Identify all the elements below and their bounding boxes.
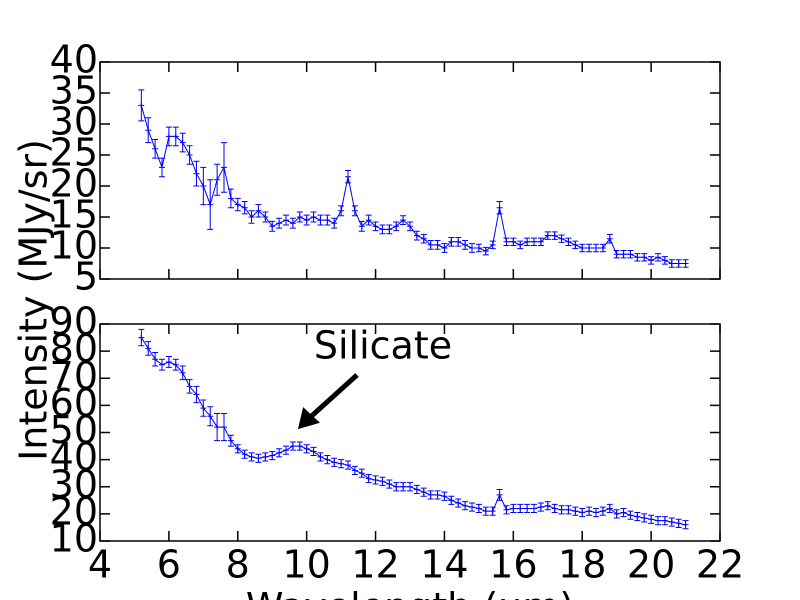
annotation: Silicate	[314, 324, 452, 368]
y-tick-label: 20	[50, 162, 98, 206]
x-tick-label: 6	[157, 543, 181, 587]
x-tick-label: 20	[627, 543, 675, 587]
y-tick-label: 40	[50, 38, 98, 82]
x-tick-label: 12	[351, 543, 399, 587]
y-tick-label: 80	[50, 327, 98, 371]
y-tick-label: 10	[50, 224, 98, 268]
annotation-arrowhead	[297, 407, 320, 430]
x-tick-label: 14	[420, 543, 468, 587]
y-tick-label: 40	[50, 435, 98, 479]
y-tick-label: 90	[50, 300, 98, 344]
y-tick-label: 35	[50, 69, 98, 113]
x-tick-label: 10	[282, 543, 330, 587]
data-line	[140, 105, 686, 264]
annotation-arrow	[304, 373, 359, 423]
x-tick-label: 4	[88, 543, 112, 587]
y-tick-label: 30	[50, 100, 98, 144]
y-tick-label: 30	[50, 462, 98, 506]
y-tick-label: 5	[74, 255, 98, 299]
y-axis-label: Intensity (MJy/sr)	[12, 139, 56, 461]
y-tick-label: 10	[50, 517, 98, 561]
x-axis-label: Wavelength (μm)	[246, 585, 574, 600]
plot-frame	[99, 61, 721, 280]
marker	[138, 102, 145, 109]
data-line	[140, 337, 686, 526]
plot-frame	[99, 323, 721, 542]
x-tick-label: 22	[696, 543, 744, 587]
x-tick-label: 16	[489, 543, 537, 587]
y-tick-label: 25	[50, 131, 98, 175]
y-tick-label: 20	[50, 489, 98, 533]
x-tick-label: 18	[558, 543, 606, 587]
y-tick-label: 15	[50, 193, 98, 237]
y-tick-label: 50	[50, 408, 98, 452]
y-tick-label: 70	[50, 354, 98, 398]
x-tick-label: 8	[226, 543, 250, 587]
y-tick-label: 60	[50, 381, 98, 425]
